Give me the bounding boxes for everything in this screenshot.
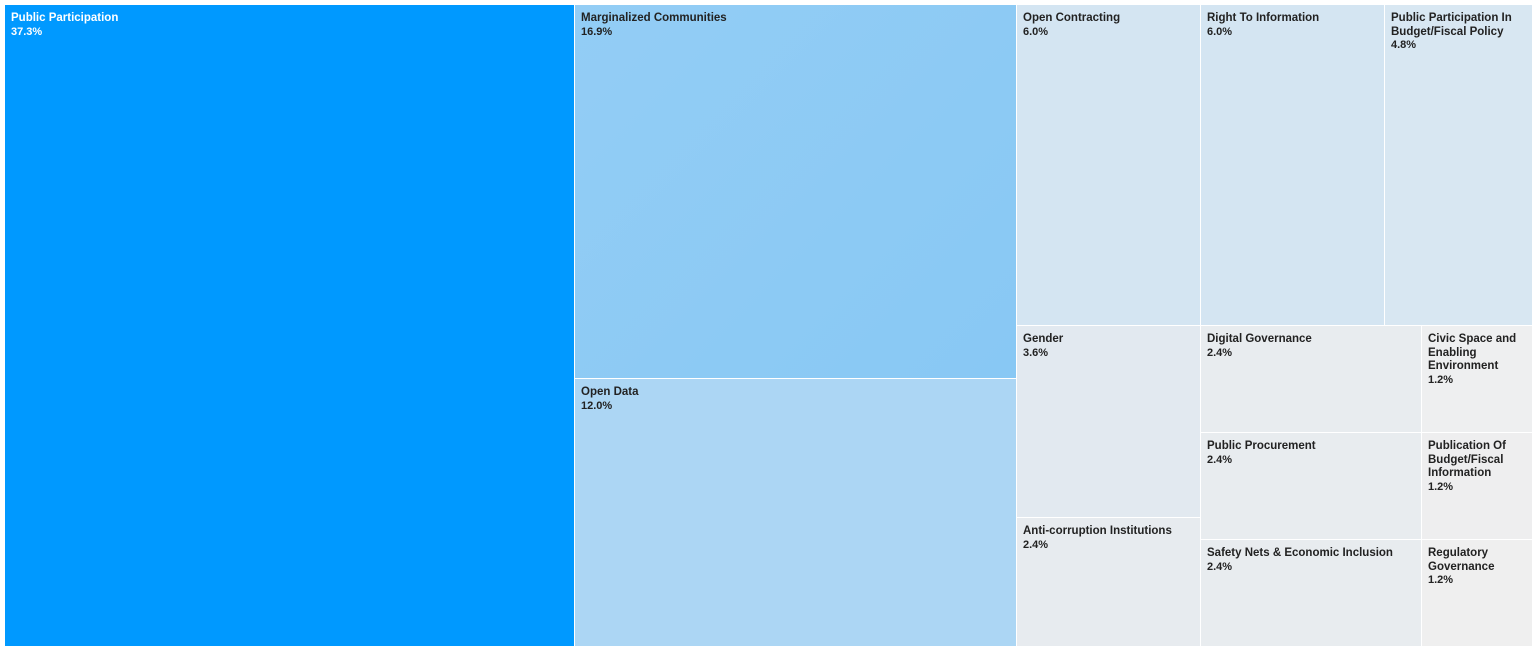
treemap-cell-marginalized-communities[interactable]: Marginalized Communities 16.9%	[575, 5, 1017, 379]
treemap-cell-regulatory-governance[interactable]: Regulatory Governance 1.2%	[1422, 540, 1533, 647]
treemap-cell-value: 4.8%	[1391, 39, 1417, 51]
treemap-cell-value: 37.3%	[11, 25, 43, 38]
treemap-cell-digital-governance[interactable]: Digital Governance 2.4%	[1201, 326, 1422, 433]
treemap-cell-gender[interactable]: Gender 3.6%	[1017, 326, 1201, 518]
treemap-cell-value: 1.2%	[1428, 480, 1454, 493]
treemap-cell-publication-of-budget-fiscal-information[interactable]: Publication Of Budget/Fiscal Information…	[1422, 433, 1533, 540]
treemap-cell-public-participation-in-budget-fiscal-policy[interactable]: Public Participation In Budget/Fiscal Po…	[1385, 5, 1533, 326]
treemap-cell-value: 6.0%	[1023, 25, 1049, 38]
treemap-cell-label: Publication Of Budget/Fiscal Information	[1428, 440, 1506, 479]
treemap-cell-value: 12.0%	[581, 399, 613, 412]
treemap-cell-label: Regulatory Governance	[1428, 547, 1495, 573]
treemap-cell-value: 2.4%	[1023, 538, 1049, 551]
treemap-cell-civic-space-and-enabling-environment[interactable]: Civic Space and Enabling Environment 1.2%	[1422, 326, 1533, 433]
treemap-cell-anti-corruption-institutions[interactable]: Anti-corruption Institutions 2.4%	[1017, 518, 1201, 647]
treemap-cell-value: 2.4%	[1207, 453, 1233, 466]
treemap-cell-public-procurement[interactable]: Public Procurement 2.4%	[1201, 433, 1422, 540]
treemap-cell-right-to-information[interactable]: Right To Information 6.0%	[1201, 5, 1385, 326]
treemap-cell-value: 2.4%	[1207, 560, 1233, 573]
treemap-cell-value: 2.4%	[1207, 346, 1233, 359]
treemap-cell-public-participation[interactable]: Public Participation 37.3%	[5, 5, 575, 647]
treemap-cell-label: Marginalized Communities	[581, 12, 727, 24]
treemap-cell-label: Public Participation In Budget/Fiscal Po…	[1391, 12, 1512, 38]
treemap-cell-label: Public Participation	[11, 12, 119, 24]
treemap-cell-label: Gender	[1023, 333, 1064, 345]
treemap-cell-label: Open Data	[581, 386, 639, 398]
treemap-cell-value: 1.2%	[1428, 373, 1454, 386]
treemap-cell-open-contracting[interactable]: Open Contracting 6.0%	[1017, 5, 1201, 326]
treemap-cell-safety-nets-economic-inclusion[interactable]: Safety Nets & Economic Inclusion 2.4%	[1201, 540, 1422, 647]
treemap-cell-label: Digital Governance	[1207, 333, 1312, 345]
treemap-cell-value: 16.9%	[581, 25, 613, 38]
treemap-cell-value: 6.0%	[1207, 25, 1233, 38]
treemap-cell-value: 1.2%	[1428, 574, 1454, 586]
treemap-cell-open-data[interactable]: Open Data 12.0%	[575, 379, 1017, 647]
treemap-cell-label: Open Contracting	[1023, 12, 1121, 24]
treemap-cell-label: Anti-corruption Institutions	[1023, 525, 1172, 537]
treemap-cell-label: Public Procurement	[1207, 440, 1316, 452]
treemap-cell-label: Safety Nets & Economic Inclusion	[1207, 547, 1393, 559]
treemap-cell-label: Civic Space and Enabling Environment	[1428, 333, 1517, 372]
treemap-cell-value: 3.6%	[1023, 346, 1049, 359]
treemap-cell-label: Right To Information	[1207, 12, 1320, 24]
